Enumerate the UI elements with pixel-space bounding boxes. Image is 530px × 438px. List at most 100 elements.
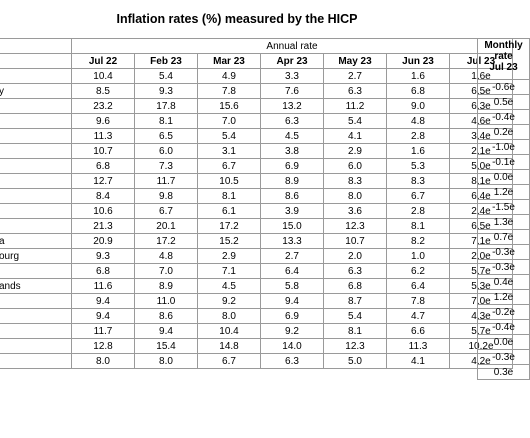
rate-cell: 6.3 bbox=[323, 263, 387, 279]
rate-cell: 2.9 bbox=[323, 143, 387, 159]
rate-cell: 2.0 bbox=[323, 248, 387, 264]
rate-cell: 7.0 bbox=[134, 263, 198, 279]
rate-cell: 3.3 bbox=[260, 68, 324, 84]
monthly-header-line-1: Monthly bbox=[484, 40, 523, 51]
monthly-rate-cell: -0.2e bbox=[477, 304, 530, 320]
rate-cell: 13.2 bbox=[260, 98, 324, 114]
monthly-rate-cell: -1.5e bbox=[477, 199, 530, 215]
rate-cell: 10.4 bbox=[197, 323, 261, 339]
rate-cell: 3.6 bbox=[323, 203, 387, 219]
rate-cell: 9.2 bbox=[197, 293, 261, 309]
country-name bbox=[0, 203, 72, 219]
rate-cell: 1.0 bbox=[386, 248, 450, 264]
rate-cell: 15.0 bbox=[260, 218, 324, 234]
rate-cell: 7.1 bbox=[197, 263, 261, 279]
rate-cell: 5.4 bbox=[323, 308, 387, 324]
country-name: a bbox=[0, 233, 72, 249]
rate-cell: 2.7 bbox=[260, 248, 324, 264]
rate-cell: 7.3 bbox=[134, 158, 198, 174]
rate-cell: 6.2 bbox=[386, 263, 450, 279]
monthly-row: 0.4e bbox=[477, 274, 530, 290]
monthly-row: 0.0e bbox=[477, 169, 530, 185]
monthly-rate-cell: 0.4e bbox=[477, 274, 530, 290]
monthly-row: 1.2e bbox=[477, 289, 530, 305]
monthly-row: -1.0e bbox=[477, 139, 530, 155]
monthly-row: 0.3e bbox=[477, 364, 530, 380]
rate-cell: 7.8 bbox=[197, 83, 261, 99]
monthly-rate-header: Monthly rate Jul 23 bbox=[477, 38, 530, 80]
rate-cell: 2.9 bbox=[197, 248, 261, 264]
country-name bbox=[0, 353, 72, 369]
rate-cell: 6.1 bbox=[197, 203, 261, 219]
rate-cell: 11.2 bbox=[323, 98, 387, 114]
rate-cell: 6.4 bbox=[386, 278, 450, 294]
monthly-row: -0.4e bbox=[477, 109, 530, 125]
rate-cell: 1.6 bbox=[386, 143, 450, 159]
table-row: 10.7 6.0 3.1 3.8 2.9 1.6 2.1e bbox=[0, 143, 513, 159]
rate-cell: 20.1 bbox=[134, 218, 198, 234]
table-row: 8.0 8.0 6.7 6.3 5.0 4.1 4.2e bbox=[0, 353, 513, 369]
rate-cell: 6.0 bbox=[134, 143, 198, 159]
table-row: a 20.9 17.2 15.2 13.3 10.7 8.2 7.1e bbox=[0, 233, 513, 249]
rate-cell: 11.6 bbox=[71, 278, 135, 294]
monthly-rate-cell: 0.5e bbox=[477, 94, 530, 110]
rate-cell: 6.7 bbox=[386, 188, 450, 204]
rate-cell: 17.8 bbox=[134, 98, 198, 114]
rate-cell: 15.2 bbox=[197, 233, 261, 249]
rate-cell: 10.7 bbox=[71, 143, 135, 159]
annual-rate-header: Annual rate bbox=[71, 38, 513, 54]
table-row: 21.3 20.1 17.2 15.0 12.3 8.1 6.5e bbox=[0, 218, 513, 234]
rate-cell: 9.8 bbox=[134, 188, 198, 204]
rate-cell: 6.3 bbox=[323, 83, 387, 99]
monthly-row: -0.3e bbox=[477, 259, 530, 275]
monthly-header-row: Monthly rate Jul 23 bbox=[477, 38, 530, 80]
country-name bbox=[0, 113, 72, 129]
monthly-rate-cell: 0.2e bbox=[477, 124, 530, 140]
rate-cell: 12.3 bbox=[323, 338, 387, 354]
rate-cell: 23.2 bbox=[71, 98, 135, 114]
rate-cell: 6.9 bbox=[260, 158, 324, 174]
table-row: 8.4 9.8 8.1 8.6 8.0 6.7 6.4e bbox=[0, 188, 513, 204]
rate-cell: 4.9 bbox=[197, 68, 261, 84]
rate-cell: 9.4 bbox=[260, 293, 324, 309]
rate-cell: 8.0 bbox=[134, 353, 198, 369]
rate-cell: 6.8 bbox=[71, 158, 135, 174]
rate-cell: 5.8 bbox=[260, 278, 324, 294]
rate-cell: 9.0 bbox=[386, 98, 450, 114]
rate-cell: 6.8 bbox=[71, 263, 135, 279]
rate-cell: 5.4 bbox=[134, 68, 198, 84]
table-row: 10.4 5.4 4.9 3.3 2.7 1.6 1.6e bbox=[0, 68, 513, 84]
rate-cell: 6.0 bbox=[323, 158, 387, 174]
rate-cell: 8.5 bbox=[71, 83, 135, 99]
column-header: Feb 23 bbox=[134, 53, 198, 69]
rate-cell: 6.7 bbox=[134, 203, 198, 219]
rate-cell: 4.8 bbox=[386, 113, 450, 129]
monthly-rate-cell: 1.2e bbox=[477, 184, 530, 200]
annual-header-row: Annual rate bbox=[0, 38, 513, 54]
rate-cell: 6.5 bbox=[134, 128, 198, 144]
rate-cell: 9.4 bbox=[71, 293, 135, 309]
rate-cell: 7.0 bbox=[197, 113, 261, 129]
monthly-rate-cell: -0.4e bbox=[477, 319, 530, 335]
rate-cell: 8.4 bbox=[71, 188, 135, 204]
table-row: ourg 9.3 4.8 2.9 2.7 2.0 1.0 2.0e bbox=[0, 248, 513, 264]
rate-cell: 9.2 bbox=[260, 323, 324, 339]
rate-cell: 3.9 bbox=[260, 203, 324, 219]
monthly-rate-cell: -0.3e bbox=[477, 349, 530, 365]
table-row: y 8.5 9.3 7.8 7.6 6.3 6.8 6.5e bbox=[0, 83, 513, 99]
rate-cell: 8.1 bbox=[323, 323, 387, 339]
rate-cell: 6.8 bbox=[386, 83, 450, 99]
monthly-row: 0.0e bbox=[477, 334, 530, 350]
rate-cell: 17.2 bbox=[197, 218, 261, 234]
rate-cell: 2.8 bbox=[386, 128, 450, 144]
rate-cell: 9.3 bbox=[71, 248, 135, 264]
table-row: 6.8 7.3 6.7 6.9 6.0 5.3 5.0e bbox=[0, 158, 513, 174]
monthly-row: 1.3e bbox=[477, 214, 530, 230]
rate-cell: 8.0 bbox=[71, 353, 135, 369]
rate-cell: 11.0 bbox=[134, 293, 198, 309]
rate-cell: 11.7 bbox=[71, 323, 135, 339]
rate-cell: 20.9 bbox=[71, 233, 135, 249]
rate-cell: 10.6 bbox=[71, 203, 135, 219]
country-name bbox=[0, 218, 72, 234]
rate-cell: 8.6 bbox=[134, 308, 198, 324]
